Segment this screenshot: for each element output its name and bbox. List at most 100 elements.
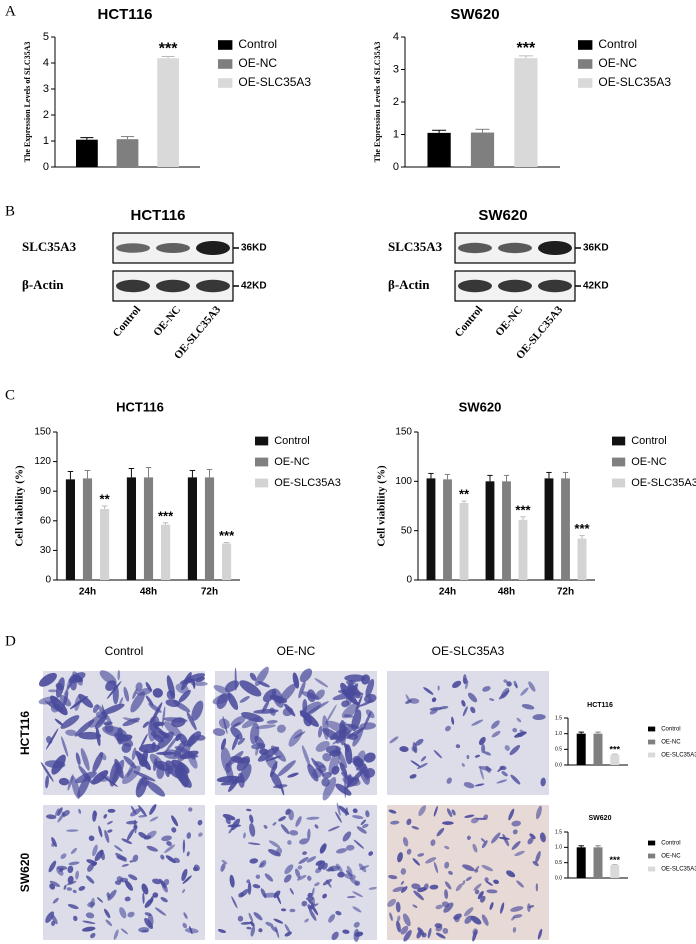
bar: [82, 478, 93, 580]
cell-blob: [186, 851, 190, 857]
cell-blob: [512, 727, 518, 733]
blot-title: SW620: [478, 207, 527, 224]
cell-blob: [145, 681, 152, 692]
cell-blob: [482, 686, 491, 692]
cell-blob: [222, 813, 236, 821]
cell-blob: [85, 912, 95, 919]
error-bar: [444, 473, 451, 480]
cell-blob: [282, 707, 294, 717]
cell-blob: [101, 704, 107, 719]
significance-label: **: [459, 487, 470, 502]
cell-blob: [498, 836, 510, 840]
cell-blob: [314, 678, 329, 688]
cell-blob: [230, 726, 243, 740]
cell-blob: [535, 883, 539, 892]
blot-band: [196, 279, 230, 293]
cell-blob: [359, 865, 370, 870]
cell-blob: [138, 805, 147, 817]
cell-blob: [92, 810, 97, 822]
cell-blob: [165, 735, 179, 753]
cell-blob: [45, 814, 57, 820]
cell-blob: [418, 805, 427, 816]
cell-blob: [116, 855, 127, 861]
cell-blob: [444, 845, 450, 850]
cell-blob: [47, 689, 58, 693]
cell-blob: [276, 724, 286, 733]
cell-blob: [437, 685, 440, 691]
bar: [544, 478, 554, 580]
cell-blob: [237, 737, 246, 745]
y-tick-label: 0: [45, 575, 51, 586]
cell-blob: [62, 809, 70, 817]
cell-blob: [255, 874, 261, 879]
cell-blob: [390, 820, 400, 825]
cell-blob: [105, 919, 113, 927]
cell-blob: [173, 857, 180, 863]
cell-blob: [427, 927, 432, 939]
cell-blob: [142, 892, 145, 904]
cell-blob: [187, 752, 198, 769]
cell-blob: [273, 784, 288, 789]
cell-blob: [335, 783, 352, 796]
cell-blob: [96, 897, 104, 903]
significance-label: ***: [574, 521, 590, 536]
blot-row-label: SLC35A3: [22, 239, 77, 254]
cell-blob: [392, 886, 405, 892]
cell-blob: [444, 725, 451, 732]
cell-blob: [299, 838, 309, 845]
cell-blob: [336, 848, 347, 854]
cell-blob: [540, 777, 546, 787]
cell-blob: [248, 912, 254, 922]
cell-blob: [337, 871, 345, 878]
cell-blob: [423, 883, 429, 891]
cell-blob: [166, 841, 172, 846]
cell-blob: [64, 681, 72, 696]
cell-blob: [145, 695, 154, 707]
cell-blob: [532, 714, 546, 721]
legend-swatch: [578, 59, 593, 69]
blot-row-label: SLC35A3: [388, 239, 443, 254]
cell-blob: [149, 715, 160, 732]
bar: [116, 139, 139, 167]
cell-blob: [433, 861, 439, 874]
cell-blob: [161, 706, 166, 728]
cell-blob: [431, 697, 437, 703]
cell-blob: [408, 698, 420, 704]
cell-blob: [343, 743, 350, 753]
cell-blob: [266, 720, 278, 724]
cell-blob: [478, 765, 492, 771]
cell-blob: [116, 727, 124, 745]
cell-blob: [341, 702, 361, 719]
cell-blob: [508, 808, 515, 821]
bar: [610, 865, 620, 878]
cell-blob: [429, 884, 439, 890]
cell-blob: [353, 921, 360, 928]
cell-blob: [510, 774, 521, 785]
cell-blob: [527, 837, 534, 845]
cell-blob: [161, 835, 172, 842]
cell-blob: [60, 715, 80, 729]
cell-blob: [464, 814, 475, 818]
cell-blob: [352, 727, 364, 747]
cell-blob: [117, 670, 121, 681]
cell-blob: [88, 835, 95, 842]
bar: [100, 508, 110, 580]
bar: [427, 132, 451, 167]
cell-blob: [239, 680, 262, 697]
cell-blob: [149, 816, 159, 822]
cell-blob: [466, 755, 470, 760]
cell-blob: [520, 687, 529, 696]
cell-blob: [463, 782, 475, 789]
cell-blob: [66, 887, 73, 891]
cell-blob: [301, 900, 308, 907]
cell-blob: [434, 923, 443, 928]
cell-blob: [336, 863, 343, 873]
cell-blob: [439, 706, 449, 710]
cell-blob: [306, 816, 320, 820]
legend-label: OE-NC: [238, 56, 277, 70]
cell-blob: [61, 736, 69, 757]
cell-blob: [331, 931, 339, 941]
y-tick-label: 0: [406, 575, 412, 586]
cell-blob: [314, 689, 325, 700]
